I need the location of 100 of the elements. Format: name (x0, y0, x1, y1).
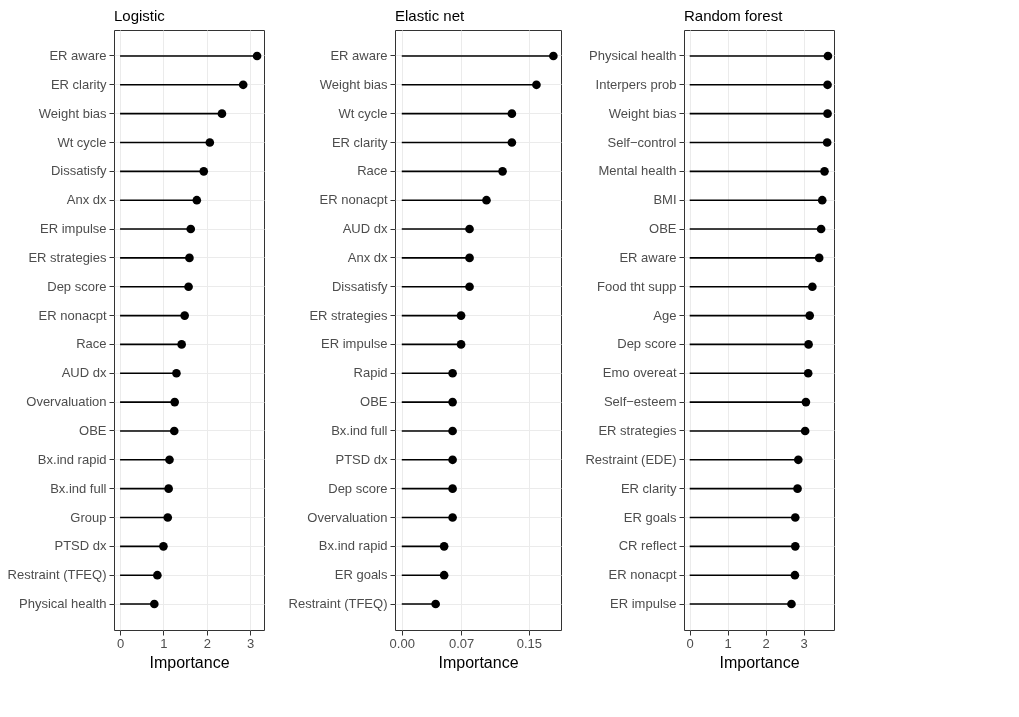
y-tick-label: OBE (79, 422, 107, 438)
point (793, 455, 803, 465)
point (507, 138, 517, 147)
x-tick-label: 2 (203, 635, 211, 651)
y-tick-label: OBE (360, 394, 388, 410)
y-tick-label: Physical health (589, 47, 677, 63)
y-tick-label: Weight bias (319, 76, 388, 92)
chart-title: Elastic net (395, 7, 466, 24)
y-tick-label: ER nonacpt (38, 307, 107, 323)
y-tick-label: Bx.ind rapid (37, 451, 107, 467)
y-tick-label: Weight bias (608, 105, 677, 121)
point (790, 542, 800, 551)
x-tick-label: 1 (724, 635, 732, 651)
y-tick-label: Emo overeat (602, 365, 677, 381)
y-tick-label: ER clarity (620, 480, 677, 496)
point (252, 51, 262, 61)
point (482, 195, 491, 205)
point (790, 570, 800, 580)
point (808, 282, 817, 292)
point (787, 599, 796, 609)
y-tick-label: BMI (653, 192, 677, 208)
y-tick-label: ER impulse (610, 596, 677, 612)
y-tick-label: ER aware (49, 47, 107, 63)
point (172, 368, 181, 378)
y-tick-label: OBE (649, 221, 677, 237)
y-tick-label: ER strategies (28, 249, 107, 265)
y-tick-label: ER impulse (40, 221, 107, 237)
point (163, 513, 173, 522)
point (803, 368, 813, 378)
point (805, 311, 815, 320)
y-tick-label: ER goals (623, 509, 677, 525)
x-axis-title: Importance (438, 653, 519, 671)
point (180, 311, 189, 320)
y-tick-label: Dissatisfy (50, 163, 107, 179)
y-tick-label: Self−control (607, 134, 677, 150)
y-tick-label: ER strategies (309, 307, 388, 323)
y-tick-label: AUD dx (61, 365, 107, 381)
point (159, 542, 168, 551)
point (199, 167, 209, 176)
point (165, 455, 174, 465)
y-tick-label: AUD dx (342, 221, 388, 237)
y-tick-label: Overvaluation (307, 509, 388, 525)
x-tick-label: 1 (160, 635, 168, 651)
y-tick-label: Bx.ind full (50, 480, 107, 496)
y-tick-label: Restraint (EDE) (585, 451, 677, 467)
point (465, 282, 474, 292)
y-tick-label: ER aware (619, 249, 677, 265)
point (549, 51, 558, 61)
point (177, 340, 186, 349)
point (465, 253, 474, 263)
point (823, 51, 833, 61)
x-tick-label: 0.00 (389, 635, 415, 651)
point (169, 426, 179, 436)
y-tick-label: CR reflect (618, 538, 677, 554)
point (439, 570, 449, 580)
y-tick-label: PTSD dx (335, 451, 388, 467)
y-tick-label: Age (653, 307, 677, 323)
y-tick-label: Race (357, 163, 388, 179)
y-tick-label: Rapid (353, 365, 388, 381)
point (185, 253, 194, 263)
x-tick-label: 3 (800, 635, 808, 651)
point (153, 570, 162, 580)
y-tick-label: Restraint (TFEQ) (7, 567, 107, 583)
y-tick-label: Anx dx (347, 249, 388, 265)
chart-title: Logistic (114, 7, 166, 24)
x-tick-label: 0.07 (448, 635, 475, 651)
y-tick-label: ER nonacpt (608, 567, 677, 583)
point (170, 397, 180, 407)
y-tick-label: Physical health (19, 596, 107, 612)
point (804, 340, 813, 349)
point (498, 167, 507, 176)
point (456, 340, 466, 349)
x-axis-title: Importance (719, 653, 800, 671)
y-tick-label: Weight bias (38, 105, 107, 121)
y-tick-label: ER nonacpt (319, 192, 388, 208)
point (820, 167, 829, 176)
point (431, 599, 440, 609)
x-tick-label: 3 (247, 635, 255, 651)
point (192, 195, 202, 205)
y-tick-label: Wt cycle (57, 134, 107, 150)
y-tick-label: PTSD dx (54, 538, 107, 554)
x-tick-label: 0 (116, 635, 125, 651)
point (507, 109, 517, 118)
point (532, 80, 541, 90)
y-tick-label: Group (70, 509, 107, 525)
y-tick-label: Food tht supp (597, 278, 677, 294)
point (164, 484, 173, 493)
y-tick-label: ER strategies (598, 422, 677, 438)
y-tick-label: Dissatisfy (331, 278, 388, 294)
point (439, 542, 449, 551)
point (186, 224, 196, 234)
y-tick-label: ER clarity (331, 134, 388, 150)
point (448, 368, 457, 378)
x-tick-label: 0 (686, 635, 694, 651)
point (817, 195, 827, 205)
point (448, 513, 457, 522)
point (790, 513, 800, 522)
y-tick-label: Bx.ind full (331, 422, 388, 438)
y-tick-label: ER aware (330, 47, 388, 63)
point (822, 138, 832, 147)
